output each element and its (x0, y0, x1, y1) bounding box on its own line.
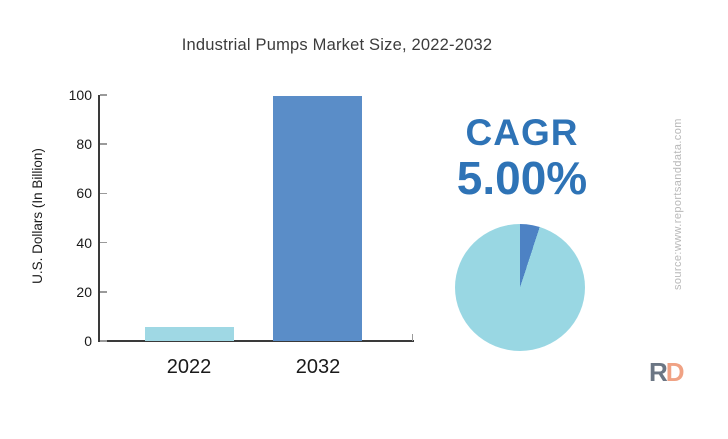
y-tick-label: 20 (76, 283, 92, 300)
y-tick-label: 80 (76, 136, 92, 153)
brand-logo: RD (649, 357, 685, 387)
y-tick-mark (99, 192, 107, 195)
cagr-value: 5.00% (456, 152, 588, 204)
logo-letter-r: R (649, 357, 668, 387)
cagr-annotation: CAGR 5.00% (437, 112, 607, 204)
cagr-label: CAGR (465, 112, 579, 153)
y-tick-mark (99, 143, 107, 145)
y-tick-label: 100 (68, 87, 92, 103)
y-tick-label: 40 (76, 234, 92, 251)
chart-title: Industrial Pumps Market Size, 2022-2032 (181, 36, 493, 54)
x-category-label-2032: 2032 (295, 356, 341, 378)
y-tick-mark (99, 291, 107, 293)
bar-2022 (145, 327, 234, 341)
watermark-text: source:www.reportsanddata.com (672, 118, 684, 290)
x-axis-end-tick (411, 334, 413, 341)
y-tick-label: 0 (84, 333, 92, 349)
cagr-pie-chart (455, 224, 585, 351)
y-tick-mark (99, 241, 107, 244)
x-category-label-2022: 2022 (166, 356, 212, 378)
logo-letter-d: D (665, 357, 685, 387)
x-axis-line (98, 340, 414, 342)
bar-plot-area (98, 94, 414, 342)
bar-2032 (273, 96, 362, 341)
y-axis-label: U.S. Dollars (In Billion) (30, 148, 45, 284)
y-tick-mark (99, 340, 107, 342)
y-tick-mark (99, 94, 107, 96)
y-tick-label: 60 (76, 185, 92, 202)
y-axis-line (98, 95, 100, 341)
